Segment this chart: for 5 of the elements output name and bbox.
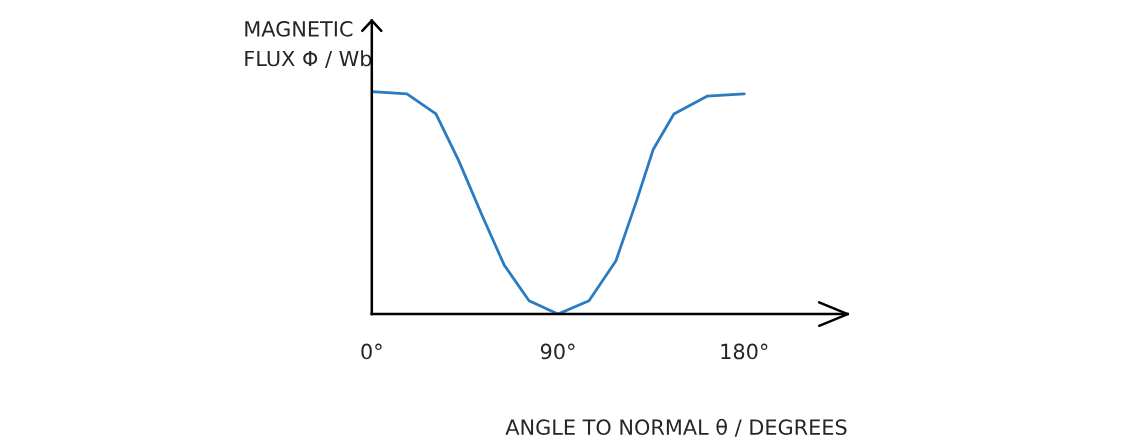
- x-axis-title: ANGLE TO NORMAL θ / DEGREES: [505, 418, 847, 437]
- x-tick-label: 180°: [721, 343, 768, 360]
- x-tick-label: 0°: [361, 343, 382, 360]
- y-axis-title: MAGNETIC FLUX Φ / Wb: [245, 20, 372, 69]
- x-tick-label: 90°: [540, 343, 575, 360]
